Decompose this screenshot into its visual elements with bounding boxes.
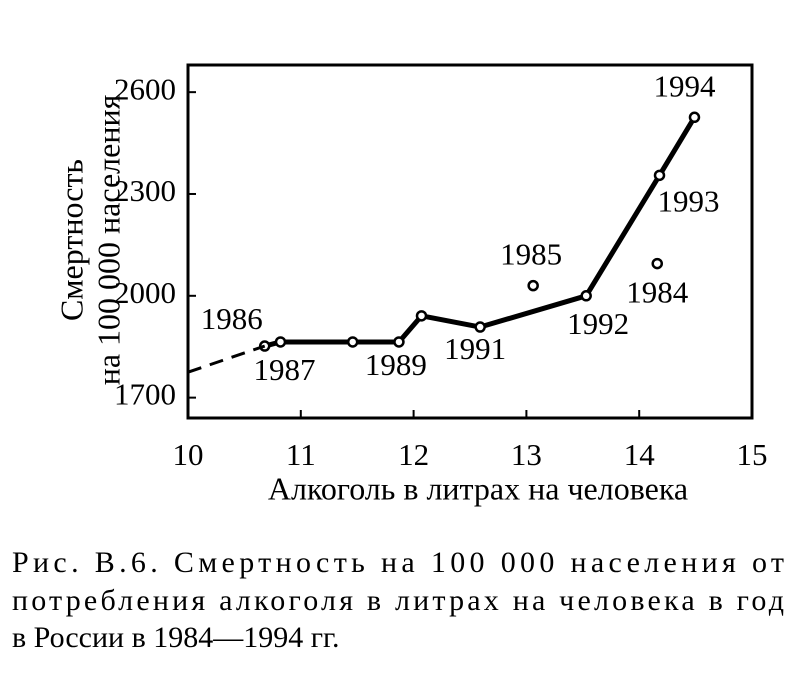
plot-frame xyxy=(186,63,754,420)
y-tick-label: 2300 xyxy=(114,173,176,208)
data-point xyxy=(653,169,666,182)
data-point xyxy=(274,336,287,348)
x-axis-title: Алкоголь в литрах на человека xyxy=(268,470,688,506)
data-point xyxy=(527,279,539,292)
point-label: 1991 xyxy=(444,331,506,366)
data-point xyxy=(651,257,663,270)
x-tick-label: 12 xyxy=(398,437,429,472)
y-tick-label: 2600 xyxy=(114,71,176,106)
caption: в России в 1984—1994 гг. xyxy=(12,621,339,654)
x-tick-label: 13 xyxy=(511,437,542,472)
y-tick-label: 2000 xyxy=(114,275,176,310)
data-line xyxy=(264,115,697,349)
caption: Рис. В.6. Смертность на 100 000 населени… xyxy=(12,546,784,579)
point-label: 1993 xyxy=(658,183,720,218)
point-label: 1994 xyxy=(653,68,716,103)
point-label: 1986 xyxy=(201,301,263,336)
x-tick-label: 15 xyxy=(737,437,768,472)
data-point xyxy=(346,336,359,348)
data-point xyxy=(393,336,405,348)
x-tick-label: 10 xyxy=(173,437,204,472)
data-point xyxy=(474,321,486,333)
y-tick-label: 1700 xyxy=(114,377,176,412)
point-label: 1989 xyxy=(365,347,427,382)
point-label: 1987 xyxy=(253,352,315,387)
y-axis-title: Смертность xyxy=(53,159,89,321)
data-point xyxy=(580,290,592,302)
x-tick-label: 14 xyxy=(624,437,656,472)
point-label: 1985 xyxy=(500,237,562,272)
point-label: 1992 xyxy=(567,306,629,341)
data-point xyxy=(688,111,701,124)
y-axis-title: на 100 000 населения xyxy=(90,94,126,385)
trend-line xyxy=(187,344,266,374)
point-label: 1984 xyxy=(626,275,689,310)
data-point xyxy=(415,310,428,322)
caption: потребления алкоголя в литрах на человек… xyxy=(12,584,784,617)
x-tick-label: 11 xyxy=(286,437,316,472)
